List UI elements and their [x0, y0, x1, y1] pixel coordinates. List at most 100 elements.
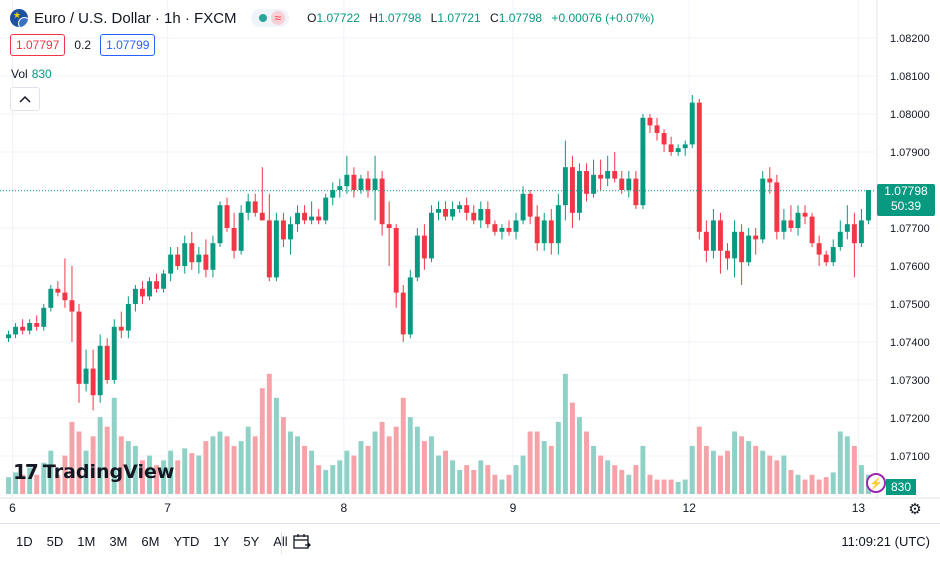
candle-body[interactable] — [231, 228, 237, 251]
candle-body[interactable] — [753, 235, 759, 240]
range-ytd-button[interactable]: YTD — [173, 534, 200, 549]
candle-body[interactable] — [457, 205, 463, 209]
candle-body[interactable] — [224, 205, 230, 228]
range-1d-button[interactable]: 1D — [16, 534, 33, 549]
candle-body[interactable] — [443, 209, 449, 217]
candle-body[interactable] — [97, 345, 103, 396]
candle-body[interactable] — [499, 228, 505, 232]
candle-body[interactable] — [76, 311, 82, 384]
candle-body[interactable] — [196, 254, 202, 263]
candle-body[interactable] — [273, 220, 279, 278]
candle-body[interactable] — [372, 178, 378, 190]
candle-body[interactable] — [760, 178, 766, 240]
candle-body[interactable] — [210, 243, 216, 270]
candle-body[interactable] — [414, 235, 420, 278]
candle-body[interactable] — [668, 144, 674, 152]
candle-body[interactable] — [428, 212, 434, 259]
candle-body[interactable] — [330, 190, 336, 198]
candle-body[interactable] — [809, 216, 815, 244]
range-6m-button[interactable]: 6M — [141, 534, 160, 549]
candle-body[interactable] — [633, 178, 639, 206]
candle-body[interactable] — [696, 102, 702, 232]
candle-body[interactable] — [541, 220, 547, 244]
candle-body[interactable] — [259, 212, 265, 221]
candle-body[interactable] — [203, 254, 209, 270]
candle-body[interactable] — [125, 304, 131, 331]
candle-body[interactable] — [598, 174, 604, 179]
candle-body[interactable] — [577, 171, 582, 213]
candle-body[interactable] — [147, 281, 152, 297]
candle-body[interactable] — [858, 220, 864, 244]
tradingview-logo[interactable]: 17 TradingView — [13, 460, 174, 484]
candle-body[interactable] — [316, 216, 322, 221]
candle-body[interactable] — [767, 178, 773, 183]
candle-body[interactable] — [823, 254, 829, 263]
candle-body[interactable] — [20, 326, 26, 331]
candle-body[interactable] — [407, 277, 413, 335]
candle-body[interactable] — [710, 220, 716, 251]
candle-body[interactable] — [555, 205, 561, 244]
candle-body[interactable] — [288, 224, 293, 240]
candle-body[interactable] — [111, 326, 117, 380]
candle-body[interactable] — [548, 220, 554, 244]
candle-body[interactable] — [605, 171, 611, 179]
candle-body[interactable] — [393, 228, 399, 293]
candle-body[interactable] — [90, 368, 96, 396]
candle-body[interactable] — [492, 224, 498, 232]
gear-icon[interactable]: ⚙ — [908, 501, 922, 518]
candle-body[interactable] — [217, 205, 223, 244]
chart-canvas[interactable]: 1.082001.081001.080001.079001.078001.077… — [0, 0, 940, 523]
candle-body[interactable] — [640, 117, 646, 206]
candle-body[interactable] — [400, 292, 406, 335]
candle-body[interactable] — [351, 174, 357, 190]
candle-body[interactable] — [513, 220, 519, 232]
candle-body[interactable] — [725, 250, 730, 259]
symbol-title[interactable]: Euro / U.S. Dollar · 1h · FXCM — [34, 9, 237, 27]
candle-body[interactable] — [837, 231, 843, 247]
candle-body[interactable] — [647, 117, 653, 126]
candle-body[interactable] — [252, 201, 258, 213]
candle-body[interactable] — [245, 201, 251, 213]
candle-body[interactable] — [27, 323, 33, 331]
candle-body[interactable] — [717, 220, 723, 251]
candle-body[interactable] — [154, 281, 160, 289]
candle-body[interactable] — [295, 212, 300, 225]
candle-body[interactable] — [189, 243, 195, 263]
candle-body[interactable] — [48, 288, 54, 308]
market-status-pill[interactable]: ≈ — [250, 9, 290, 27]
candle-body[interactable] — [13, 326, 19, 335]
candle-body[interactable] — [421, 235, 427, 259]
range-3m-button[interactable]: 3M — [109, 534, 128, 549]
candle-body[interactable] — [118, 326, 124, 331]
candle-body[interactable] — [682, 144, 688, 149]
candle-body[interactable] — [569, 167, 575, 213]
range-all-button[interactable]: All — [273, 534, 287, 549]
collapse-legend-button[interactable] — [10, 87, 40, 111]
candle-body[interactable] — [506, 228, 512, 232]
candle-body[interactable] — [450, 209, 456, 217]
candle-body[interactable] — [844, 224, 850, 232]
candle-body[interactable] — [182, 243, 188, 266]
candle-body[interactable] — [337, 186, 343, 190]
candle-body[interactable] — [238, 212, 244, 251]
candle-body[interactable] — [612, 171, 618, 179]
candle-body[interactable] — [732, 231, 738, 259]
candle-body[interactable] — [689, 102, 695, 145]
candle-body[interactable] — [41, 307, 47, 327]
candle-body[interactable] — [619, 178, 625, 190]
lightning-icon[interactable]: ⚡ — [866, 473, 886, 493]
candle-body[interactable] — [485, 209, 491, 225]
candle-body[interactable] — [866, 190, 871, 221]
date-range-icon[interactable] — [292, 532, 312, 552]
candle-body[interactable] — [781, 220, 787, 232]
candle-body[interactable] — [6, 334, 11, 339]
candle-body[interactable] — [788, 220, 794, 228]
candle-body[interactable] — [323, 197, 329, 221]
candle-body[interactable] — [365, 178, 371, 190]
candle-body[interactable] — [851, 224, 857, 244]
bid-price-button[interactable]: 1.07797 — [10, 34, 66, 56]
candle-body[interactable] — [774, 182, 780, 232]
candle-body[interactable] — [280, 220, 286, 240]
candle-body[interactable] — [358, 178, 364, 190]
candle-body[interactable] — [661, 133, 667, 145]
